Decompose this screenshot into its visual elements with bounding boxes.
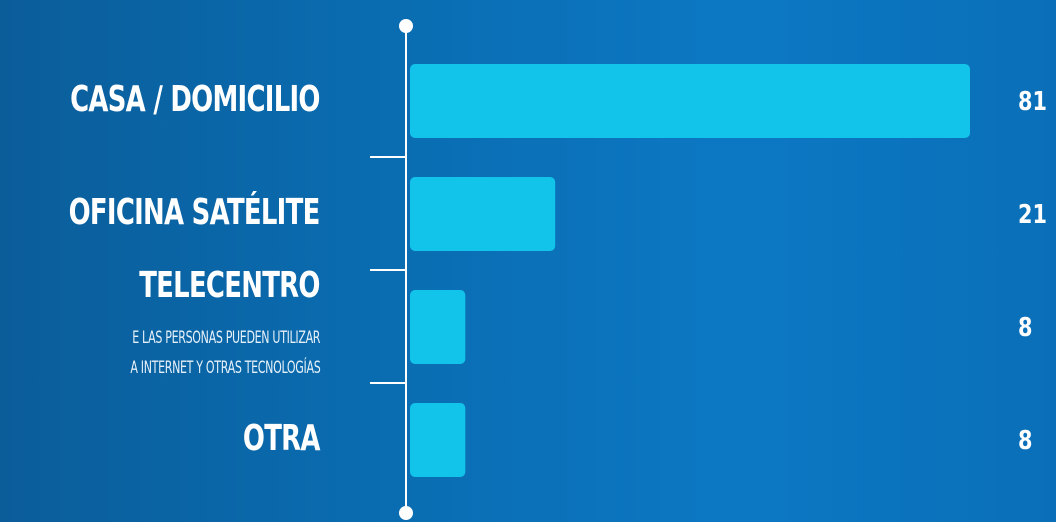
bar bbox=[410, 177, 556, 251]
value-label: 21 bbox=[1018, 200, 1047, 230]
bar bbox=[410, 290, 466, 364]
axis-bottom-dot bbox=[399, 506, 413, 520]
axis-top-dot bbox=[399, 19, 413, 33]
chart-bars bbox=[410, 64, 970, 477]
value-label: 8 bbox=[1018, 313, 1033, 343]
bar bbox=[410, 403, 466, 477]
value-label: 8 bbox=[1018, 426, 1033, 456]
category-note: E LAS PERSONAS PUEDEN UTILIZAR bbox=[132, 328, 320, 348]
category-label: OTRA bbox=[243, 418, 321, 459]
category-label: CASA / DOMICILIO bbox=[70, 79, 320, 120]
category-note: A INTERNET Y OTRAS TECNOLOGÍAS bbox=[129, 358, 320, 378]
chart-axis bbox=[370, 19, 413, 520]
value-label: 81 bbox=[1018, 87, 1047, 117]
category-label: OFICINA SATÉLITE bbox=[69, 192, 321, 233]
category-label: TELECENTRO bbox=[139, 265, 320, 306]
bar bbox=[410, 64, 970, 138]
